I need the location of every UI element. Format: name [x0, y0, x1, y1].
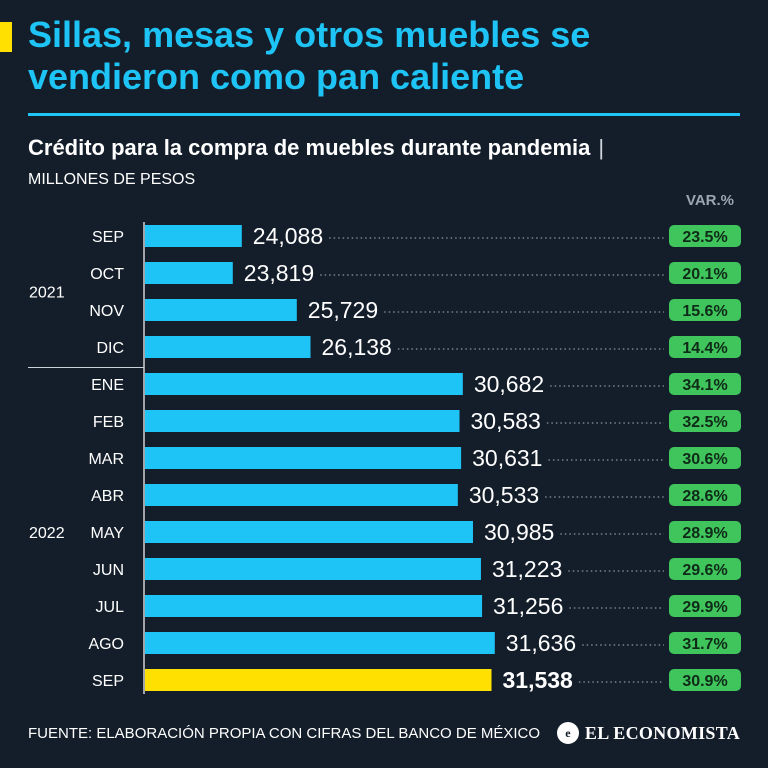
variation-label: 29.9%: [682, 599, 727, 616]
variation-badge: [669, 558, 741, 580]
category-label: MAY: [91, 525, 125, 542]
globe-e-icon: e: [556, 722, 579, 744]
category-label: ENE: [91, 377, 124, 394]
bar: [145, 336, 311, 358]
variation-badge: [669, 595, 741, 617]
value-label: 31,636: [506, 630, 576, 656]
subtitle-text: Crédito para la compra de muebles durant…: [28, 135, 591, 160]
bar: [145, 521, 473, 543]
category-label: MAR: [88, 451, 124, 468]
bar: [145, 669, 492, 691]
variation-label: 14.4%: [682, 340, 727, 357]
category-label: OCT: [90, 266, 124, 283]
bar: [145, 632, 495, 654]
category-label: JUL: [96, 599, 125, 616]
value-label: 31,538: [503, 667, 574, 693]
bar: [145, 447, 462, 469]
variation-label: 28.6%: [682, 488, 727, 505]
bar-chart: 2021 2022 SEP 24,088 23.5% OCT 23,819 20.1% NOV 2…: [28, 222, 741, 694]
variation-label: 30.9%: [682, 673, 727, 690]
year-label-2022: 2022: [29, 525, 65, 542]
category-label: ABR: [91, 488, 124, 505]
variation-badge: [669, 262, 741, 284]
variation-badge: [669, 632, 741, 654]
bar: [145, 595, 483, 617]
category-label: AGO: [88, 636, 124, 653]
variation-label: 32.5%: [682, 414, 727, 431]
value-label: 26,138: [322, 334, 392, 360]
title-divider: [28, 113, 740, 116]
bar: [145, 225, 242, 247]
units-label: MILLONES DE PESOS: [28, 171, 196, 188]
variation-badge: [669, 521, 741, 543]
variation-badge: [669, 447, 741, 469]
bar: [145, 410, 460, 432]
category-label: DIC: [96, 340, 124, 357]
variation-badge: [669, 410, 741, 432]
variation-label: 34.1%: [682, 377, 727, 394]
bar: [145, 299, 297, 321]
bar: [145, 558, 481, 580]
value-label: 30,631: [472, 445, 542, 471]
year-label-2021: 2021: [29, 285, 65, 302]
chart-subtitle: Crédito para la compra de muebles durant…: [28, 134, 604, 162]
category-label: NOV: [89, 303, 124, 320]
variation-label: 23.5%: [682, 229, 727, 246]
value-label: 30,533: [469, 482, 539, 508]
variation-label: 28.9%: [682, 525, 727, 542]
variation-badge: [669, 373, 741, 395]
source-note: FUENTE: ELABORACIÓN PROPIA CON CIFRAS DE…: [28, 725, 541, 742]
variation-label: 31.7%: [682, 636, 727, 653]
variation-badge: [669, 484, 741, 506]
variation-header: VAR.%: [685, 192, 734, 209]
value-label: 24,088: [253, 223, 323, 249]
category-label: SEP: [92, 229, 124, 246]
category-label: JUN: [93, 562, 124, 579]
variation-badge: [669, 336, 741, 358]
value-label: 30,583: [471, 408, 541, 434]
variation-label: 20.1%: [682, 266, 727, 283]
brand-logo: e EL ECONOMISTA: [556, 722, 740, 744]
page-title: Sillas, mesas y otros muebles se vendier…: [28, 14, 591, 97]
value-label: 30,985: [484, 519, 554, 545]
value-label: 23,819: [244, 260, 314, 286]
variation-label: 29.6%: [682, 562, 727, 579]
bar: [145, 484, 458, 506]
category-label: FEB: [93, 414, 124, 431]
subtitle-separator: |: [598, 135, 605, 160]
bar: [145, 373, 463, 395]
brand-name: EL ECONOMISTA: [584, 722, 740, 743]
bar: [145, 262, 233, 284]
variation-badge: [669, 299, 741, 321]
value-label: 31,256: [493, 593, 563, 619]
title-accent-mark: [0, 22, 12, 52]
value-label: 25,729: [308, 297, 378, 323]
value-label: 31,223: [492, 556, 562, 582]
variation-label: 15.6%: [682, 303, 727, 320]
category-label: SEP: [92, 673, 124, 690]
variation-label: 30.6%: [682, 451, 727, 468]
variation-badge: [669, 225, 741, 247]
value-label: 30,682: [474, 371, 544, 397]
variation-badge: [669, 669, 741, 691]
